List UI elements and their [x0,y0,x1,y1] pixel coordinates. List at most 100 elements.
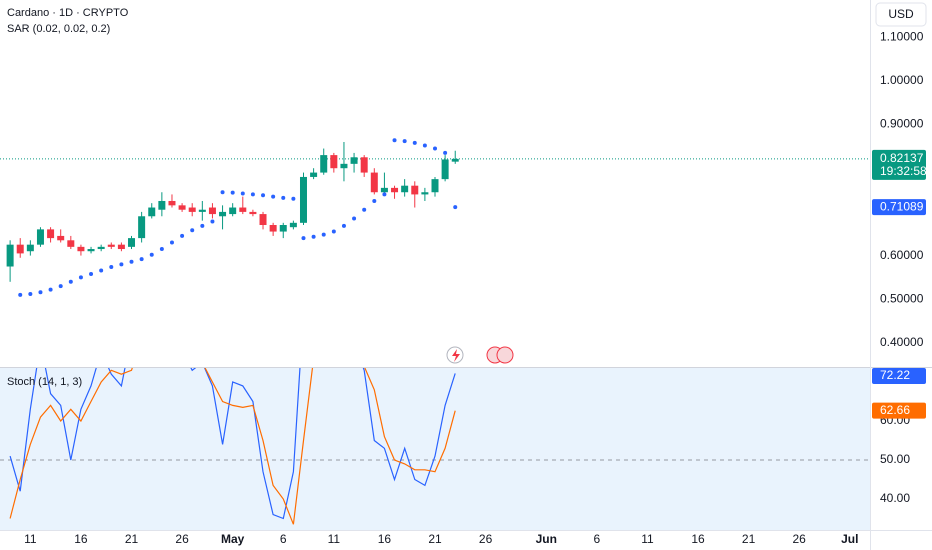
sar-dot [412,140,417,145]
sar-dot [352,216,357,221]
candle-body [6,244,14,267]
x-tick-label: 26 [175,532,189,546]
x-tick-label: 11 [328,532,341,546]
x-tick-label: 16 [74,532,88,546]
candle-body [148,207,156,217]
candle-body [57,235,65,241]
sar-dot [392,138,397,143]
y-tick-label: 1.10000 [880,29,924,43]
x-tick-label: 16 [691,532,705,546]
sar-dot [382,192,387,197]
y-tick-label: 1.00000 [880,73,924,87]
candle-body [36,229,44,245]
x-tick-label: 21 [428,532,442,546]
sar-dot [180,233,185,238]
sar-dot [78,275,83,280]
candle-body [330,155,338,169]
sar-dot [149,252,154,257]
candle-body [380,187,388,193]
candle-body [370,172,378,193]
sar-dot [48,287,53,292]
candle-body [178,205,186,210]
sar-dot [139,257,144,262]
symbol-title: Cardano · 1D · CRYPTO [7,7,129,19]
sar-dot [281,195,286,200]
candle-body [158,200,166,210]
event-icon [452,349,460,362]
sar-dot [453,205,458,210]
event-icons[interactable] [446,346,514,364]
candle-body [16,244,24,254]
stoch-lines [0,368,870,525]
y-tick-label: 0.90000 [880,117,924,131]
candle-body [310,172,318,177]
sar-dot [230,190,235,195]
countdown: 19:32:58 [880,164,927,178]
candle-body [47,229,55,239]
stoch-value: 62.66 [880,403,910,417]
sar-dot [99,268,104,273]
sar-dot [210,219,215,224]
candle-body [26,244,34,252]
stoch-pane [0,368,870,530]
candle-body [168,200,176,206]
candle-body [67,240,75,247]
sar-dot [271,194,276,199]
sar-dot [169,240,174,245]
sar-dot [240,191,245,196]
candle-body [259,214,267,226]
price-pane [0,138,870,297]
sar-dot [28,292,33,297]
sar-dot [321,232,326,237]
sar-dot [372,198,377,203]
x-tick-label: 21 [742,532,756,546]
last-price: 0.82137 [880,151,924,165]
candle-body [219,211,227,217]
x-tick-label: May [221,532,245,546]
candle-body [411,185,419,195]
candle-body [117,244,125,250]
sar-dot [362,207,367,212]
stoch-line [9,368,456,525]
sar-dot [433,146,437,151]
event-icon[interactable] [496,346,514,364]
sar-dot [301,236,306,241]
sar-dot [291,196,296,201]
x-tick-label: 11 [24,532,37,546]
candle-body [198,209,206,212]
y-tick-label: 0.60000 [880,248,924,262]
candle-body [441,159,449,180]
x-tick-label: 16 [378,532,392,546]
sar-dot [68,279,73,284]
sar-dot [119,262,124,267]
sar-dot [422,143,427,148]
stoch-tag [872,402,926,419]
candle-body [391,187,399,193]
candle-body [350,157,358,164]
sar-dot [58,284,63,289]
y-tick-label: 50.00 [880,452,910,466]
candle-body [431,179,439,193]
y-tick-label: 0.50000 [880,291,924,305]
x-tick-label: 6 [594,532,601,546]
sar-dot [402,139,407,144]
x-tick-label: 26 [793,532,807,546]
sar-dot [89,271,94,276]
sar-tag [872,199,926,216]
candle-body [320,155,328,173]
x-tick-label: 11 [641,532,654,546]
currency-button[interactable] [875,2,927,27]
y-tick-label: 0.40000 [880,335,924,349]
currency[interactable]: USD [888,7,914,21]
indicator-label: SAR (0.02, 0.02, 0.2) [7,23,110,35]
candle-body [299,176,307,223]
sar-dot [311,234,316,239]
indicator-label: Stoch (14, 1, 3) [7,376,82,388]
sar-dot [190,228,195,233]
candle-body [269,225,277,232]
x-tick-label: 6 [280,532,287,546]
sar-dot [18,292,23,297]
x-tick-label: Jul [841,532,858,546]
